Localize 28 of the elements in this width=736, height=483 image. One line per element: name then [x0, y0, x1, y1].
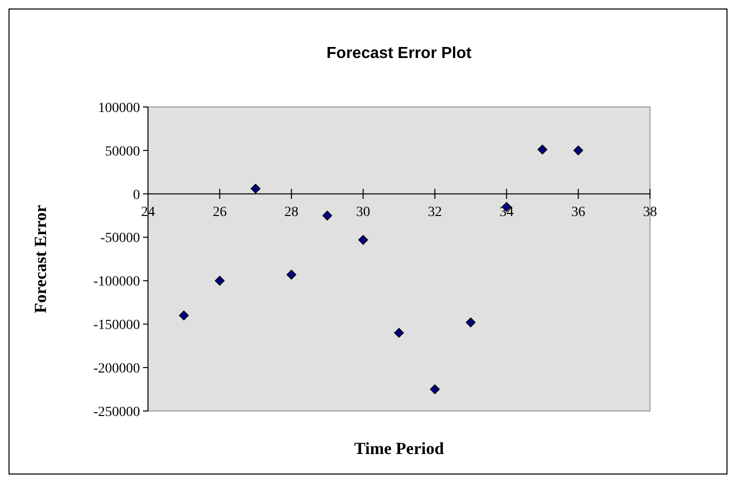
point	[466, 318, 476, 328]
point	[322, 210, 332, 220]
y-tick-label: -250000	[93, 404, 140, 420]
point	[573, 146, 584, 156]
x-tick-label: 36	[571, 204, 586, 220]
point	[214, 276, 225, 286]
point	[250, 184, 260, 194]
y-tick-label: 50000	[105, 144, 140, 160]
y-axis-title: Forecast Error	[31, 204, 50, 314]
point	[538, 144, 548, 154]
y-tick-label: 100000	[98, 100, 140, 116]
point	[286, 270, 296, 280]
x-axis-title: Time Period	[354, 439, 444, 458]
point	[430, 384, 440, 394]
x-tick-label: 32	[428, 204, 442, 220]
y-tick-label: -150000	[93, 318, 140, 334]
x-tick-label: 30	[356, 204, 370, 220]
y-tick-label: 0	[133, 188, 140, 203]
chart-title: Forecast Error Plot	[326, 45, 472, 62]
point	[358, 234, 368, 245]
y-tick-label: -100000	[93, 274, 140, 290]
y-tick-label: -200000	[93, 361, 140, 376]
x-tick-label: 26	[212, 204, 227, 220]
point	[394, 328, 404, 338]
x-tick-label: 28	[284, 204, 298, 220]
point	[178, 310, 189, 320]
x-tick-label: 38	[643, 204, 657, 220]
y-tick-label: -50000	[100, 231, 140, 246]
